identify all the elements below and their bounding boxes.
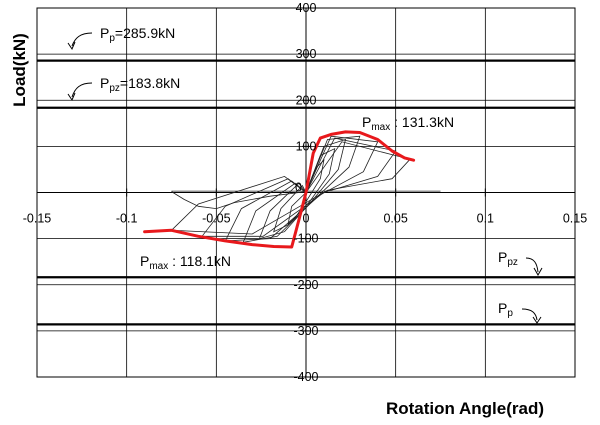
arrow-head-icon	[532, 316, 542, 324]
tick-labels: -0.15 -0.1 -0.05 0 0.05 0.1 0.15-400-300-200-1…	[23, 1, 587, 384]
svg-text:Ppz: Ppz	[498, 249, 518, 268]
y-tick-label-6: 200	[296, 93, 317, 107]
annotation-ppz-top-main: P	[100, 75, 109, 91]
annotation-pmax-pos-main: P	[362, 114, 371, 130]
annotation-pmax-pos: Pmax : 131.3kN	[362, 114, 454, 133]
arrow-head-icon	[67, 92, 76, 102]
svg-text:Pmax : 131.3kN: Pmax : 131.3kN	[362, 114, 454, 133]
annotation-pp-top: Pp=285.9kN	[67, 25, 175, 51]
annotation-pp-top-sub: p	[109, 33, 115, 44]
annotation-pmax-neg: Pmax : 118.1kN	[140, 253, 231, 272]
hysteresis-cycle-5	[201, 137, 397, 237]
pointer-arrow-icon	[521, 308, 538, 321]
x-tick-label-1: -0.1	[116, 212, 138, 226]
y-tick-label-2: -200	[293, 278, 318, 292]
hysteresis-cycle-6	[170, 141, 411, 235]
x-tick-label-2: -0.05	[202, 212, 231, 226]
annotation-pmax-neg-sub: max	[149, 261, 168, 272]
y-tick-label-7: 300	[296, 47, 317, 61]
x-axis-title: Rotation Angle(rad)	[386, 399, 544, 418]
plot-border	[36, 7, 576, 378]
y-tick-label-3: -100	[293, 232, 318, 246]
annotation-pmax-pos-rest: : 131.3kN	[390, 114, 454, 130]
annotation-pmax-neg-rest: : 118.1kN	[168, 253, 231, 269]
annotation-ppz-bottom-sub: pz	[507, 257, 518, 268]
arrow-head-icon	[67, 41, 76, 51]
x-tick-label-3: 0	[303, 212, 310, 226]
pointer-arrow-icon	[71, 82, 93, 98]
annotation-pmax-neg-main: P	[140, 253, 149, 269]
reference-lines	[37, 59, 575, 326]
y-tick-label-1: -300	[293, 324, 318, 338]
annotation-ppz-top-rest: =183.8kN	[120, 75, 180, 91]
svg-text:Pp=285.9kN: Pp=285.9kN	[100, 25, 175, 44]
annotation-ppz-top: Ppz=183.8kN	[67, 75, 180, 102]
pointer-arrow-icon	[525, 257, 539, 273]
annotation-pp-bottom-main: P	[498, 300, 507, 316]
y-axis-title: Load(kN)	[10, 33, 29, 107]
annotation-pp-top-main: P	[100, 25, 109, 41]
arrow-head-icon	[533, 267, 543, 277]
pointer-arrow-icon	[71, 32, 93, 47]
annotation-pmax-pos-sub: max	[371, 122, 390, 133]
annotation-pp-bottom: Pp	[498, 300, 542, 324]
annotation-pp-bottom-sub: p	[507, 308, 513, 319]
annotation-pp-top-rest: =285.9kN	[115, 25, 175, 41]
svg-text:Pmax : 118.1kN: Pmax : 118.1kN	[140, 253, 231, 272]
y-tick-label-5: 100	[296, 139, 317, 153]
x-tick-label-5: 0.1	[477, 212, 494, 226]
envelope-line	[143, 130, 416, 249]
envelope-curve	[143, 130, 416, 249]
svg-text:Pp: Pp	[498, 300, 513, 319]
y-tick-label-4: 0	[295, 181, 302, 195]
annotation-ppz-bottom: Ppz	[498, 249, 543, 277]
annotation-ppz-bottom-main: P	[498, 249, 507, 265]
svg-text:Ppz=183.8kN: Ppz=183.8kN	[100, 75, 180, 94]
annotation-ppz-top-sub: pz	[109, 83, 120, 94]
x-tick-label-4: 0.05	[383, 212, 407, 226]
hysteresis-cycle-4	[224, 135, 379, 242]
hysteresis-cycle-8	[171, 191, 307, 210]
